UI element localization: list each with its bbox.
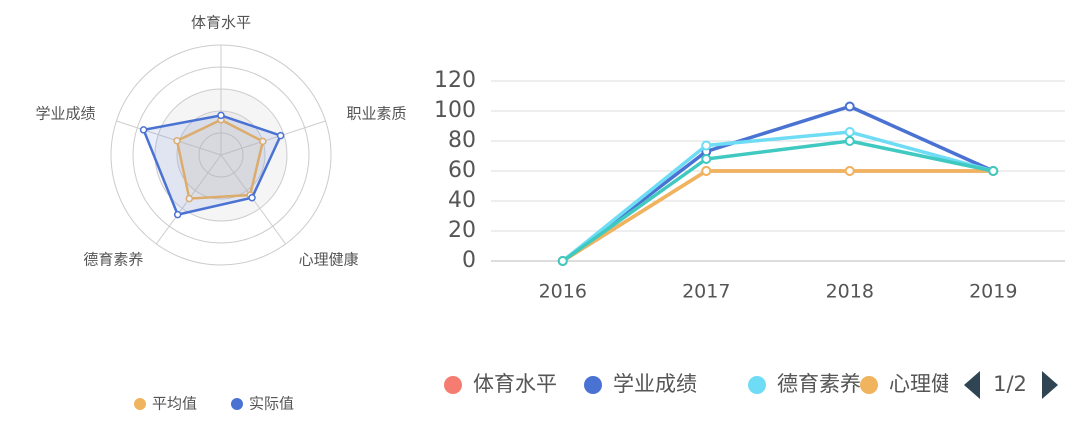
radar-spoke	[220, 120, 326, 156]
legend-label[interactable]: 学业成绩	[613, 372, 697, 396]
radar-point	[139, 126, 148, 134]
legend-marker[interactable]	[444, 376, 462, 394]
radar-indicator-label: 心理健康	[299, 250, 359, 268]
line-point	[701, 166, 712, 176]
x-tick-label: 2017	[682, 281, 730, 303]
x-tick-label: 2019	[969, 281, 1017, 303]
line-series	[561, 130, 994, 263]
legend-marker[interactable]	[860, 376, 878, 394]
legend-marker[interactable]	[584, 376, 602, 394]
line-point	[844, 166, 855, 176]
y-tick-label: 100	[434, 98, 476, 123]
radar-point	[173, 136, 181, 145]
legend-page: 1/2	[993, 372, 1027, 396]
line-chart: 0 20 40 60 80 100 120 2016 2017 2018 2019 体育水平 学业成绩 德…	[434, 68, 1065, 399]
line-point	[557, 256, 568, 266]
y-tick-label: 0	[462, 248, 476, 273]
radar-indicator-label: 体育水平	[191, 14, 251, 32]
line-series	[561, 104, 994, 263]
legend-label[interactable]: 体育水平	[473, 372, 557, 396]
legend-label[interactable]: 德育素养	[777, 372, 861, 396]
radar-indicator-label: 职业素质	[347, 105, 407, 123]
y-tick-label: 40	[448, 188, 476, 213]
x-tick-label: 2016	[539, 281, 587, 303]
legend-label[interactable]: 心理健康	[889, 372, 973, 396]
line-point	[844, 101, 855, 112]
radar-indicator-label: 德育素养	[83, 250, 143, 268]
legend-marker[interactable]	[134, 398, 146, 410]
legend-marker[interactable]	[231, 398, 243, 410]
y-tick-label: 80	[448, 128, 476, 153]
radar-point	[217, 111, 225, 120]
legend-prev[interactable]	[964, 371, 980, 399]
radar-point	[248, 193, 256, 202]
radar-point	[276, 131, 285, 140]
legend-label[interactable]: 平均值	[152, 395, 197, 413]
radar-area	[175, 118, 265, 200]
y-tick-label: 60	[448, 158, 476, 183]
line-point	[844, 136, 855, 146]
radar-point	[173, 210, 182, 219]
x-tick-label: 2018	[826, 281, 874, 303]
line-point	[701, 140, 712, 151]
legend-next[interactable]	[1042, 371, 1058, 399]
line-point	[988, 166, 999, 176]
radar-spoke	[116, 120, 222, 156]
line-point	[844, 127, 855, 137]
radar-area	[141, 114, 283, 217]
radar-indicator-label: 学业成绩	[35, 105, 95, 123]
y-tick-label: 20	[448, 218, 476, 243]
radar-point	[259, 137, 267, 146]
line-series	[561, 169, 994, 263]
legend-label[interactable]: 实际值	[249, 395, 294, 413]
legend: 体育水平 学业成绩 德育素养 心理健康	[444, 372, 973, 396]
line-point	[701, 154, 712, 164]
line-series	[561, 139, 994, 263]
y-tick-label: 120	[434, 68, 476, 93]
radar-point	[185, 194, 194, 203]
legend-marker[interactable]	[748, 376, 766, 394]
